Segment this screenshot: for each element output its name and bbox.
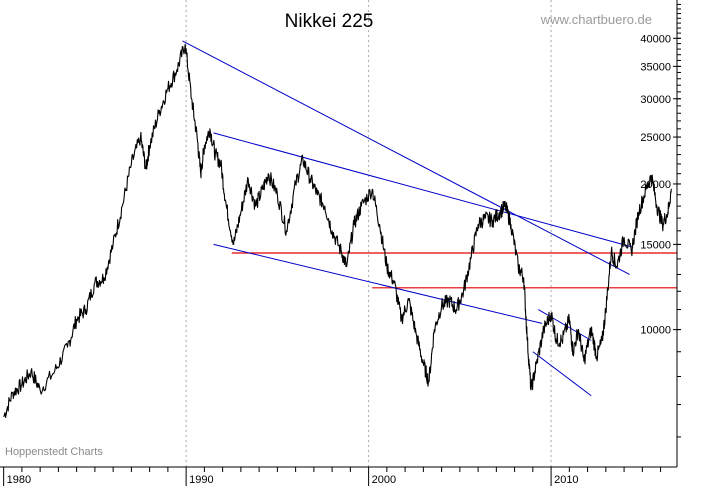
y-tick-label: 25000	[640, 132, 671, 144]
trendline-3	[538, 309, 592, 341]
y-tick-label: 35000	[640, 61, 671, 73]
trendline-1	[213, 132, 634, 248]
y-tick-label: 30000	[640, 94, 671, 106]
trendlines	[182, 40, 634, 397]
x-axis-ticks: 1980 1990 2000 2010	[3, 467, 662, 486]
y-tick-label: 20000	[640, 179, 671, 191]
x-tick-label: 1980	[7, 474, 31, 486]
x-tick-label: 1990	[189, 474, 213, 486]
y-tick-label: 15000	[640, 239, 671, 251]
trendline-0	[182, 40, 630, 275]
trendline-4	[532, 351, 592, 397]
x-tick-label: 2000	[372, 474, 396, 486]
credit-label: Hoppenstedt Charts	[5, 446, 103, 458]
x-tick-label: 2010	[554, 474, 578, 486]
series-line-nikkei	[3, 43, 672, 418]
source-label: www.chartbuero.de	[540, 12, 652, 27]
y-axis-ticks: 10000 15000 20000 25000 30000 35000 40000	[640, 3, 681, 438]
trendline-2	[213, 243, 543, 324]
y-tick-label: 40000	[640, 33, 671, 45]
y-tick-label: 10000	[640, 325, 671, 337]
chart-title: Nikkei 225	[285, 11, 374, 32]
